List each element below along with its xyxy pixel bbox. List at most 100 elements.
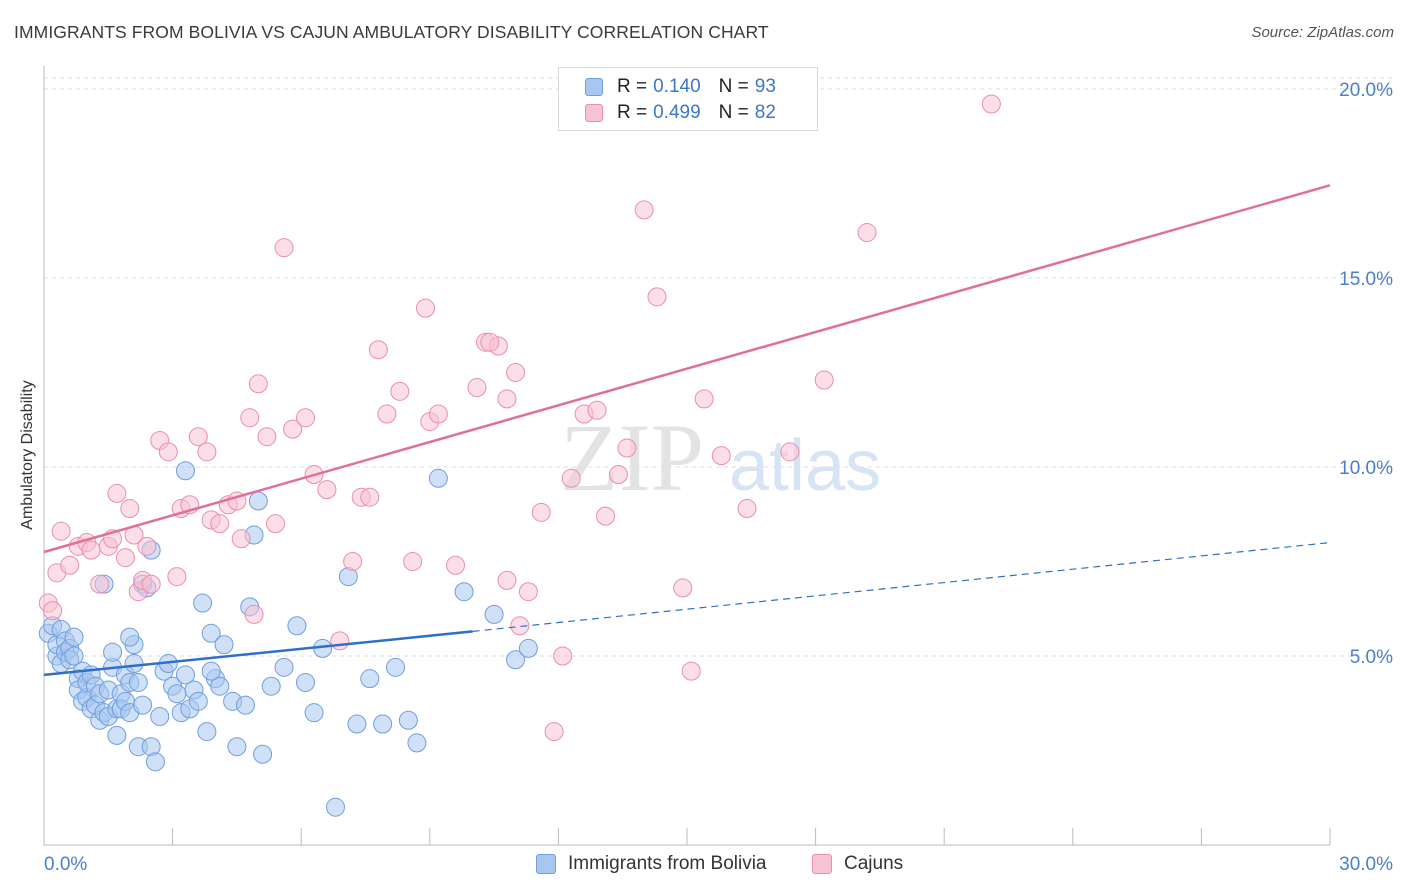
- point-cajuns-61: [553, 646, 573, 666]
- point-bolivia-76: [325, 797, 345, 817]
- point-cajuns-31: [240, 408, 260, 428]
- point-bolivia-59: [201, 623, 221, 643]
- chart-title: IMMIGRANTS FROM BOLIVIA VS CAJUN AMBULAT…: [14, 22, 769, 42]
- trend-line-bolivia-extension: [472, 541, 1331, 632]
- point-bolivia-41: [133, 695, 153, 715]
- point-cajuns-4: [60, 555, 80, 575]
- point-bolivia-65: [235, 695, 255, 715]
- series-cajuns-points: [38, 94, 1001, 742]
- trend-lines: [43, 184, 1331, 677]
- point-bolivia-46: [145, 752, 165, 772]
- point-cajuns-60: [544, 722, 564, 742]
- point-bolivia-47: [150, 706, 170, 726]
- point-bolivia-84: [428, 468, 448, 488]
- bottom-legend-bolivia: Immigrants from Bolivia: [536, 852, 767, 876]
- point-bolivia-79: [360, 669, 380, 689]
- bottom-legend-label-cajuns: Cajuns: [844, 853, 904, 874]
- y-tick-labels: 5.0% 10.0% 15.0% 20.0%: [1339, 80, 1393, 668]
- point-cajuns-20: [158, 442, 178, 462]
- bottom-legend-cajuns: Cajuns: [812, 852, 903, 876]
- point-bolivia-74: [304, 703, 324, 723]
- point-bolivia-69: [253, 744, 273, 764]
- point-cajuns-65: [596, 506, 616, 526]
- point-bolivia-83: [407, 733, 427, 753]
- point-cajuns-75: [780, 442, 800, 462]
- point-cajuns-67: [617, 438, 637, 458]
- point-bolivia-81: [386, 657, 406, 677]
- point-bolivia-28: [103, 642, 123, 662]
- point-cajuns-48: [403, 551, 423, 571]
- point-bolivia-11: [64, 627, 84, 647]
- point-bolivia-82: [398, 710, 418, 730]
- watermark-atlas: atlas: [729, 426, 881, 506]
- point-bolivia-64: [227, 737, 247, 757]
- trend-line-cajuns: [43, 184, 1331, 554]
- y-tick-label-3: 20.0%: [1339, 80, 1393, 101]
- source-label: Source: ZipAtlas.com: [1251, 24, 1394, 41]
- point-cajuns-13: [120, 499, 140, 519]
- point-cajuns-72: [694, 389, 714, 409]
- point-cajuns-59: [531, 502, 551, 522]
- point-cajuns-70: [673, 578, 693, 598]
- point-cajuns-47: [390, 381, 410, 401]
- point-cajuns-38: [295, 408, 315, 428]
- point-bolivia-58: [197, 722, 217, 742]
- point-cajuns-71: [681, 661, 701, 681]
- point-bolivia-37: [124, 654, 144, 674]
- point-cajuns-32: [244, 604, 264, 624]
- x-tick-label-min: 0.0%: [44, 854, 87, 875]
- y-tick-label-2: 15.0%: [1339, 269, 1393, 290]
- legend-swatch-cajuns: [585, 104, 603, 122]
- legend-swatch-bolivia: [585, 78, 603, 96]
- point-cajuns-40: [317, 480, 337, 500]
- legend-n-label: N =: [718, 102, 749, 123]
- x-tick-labels: 0.0% 30.0%: [44, 854, 1393, 875]
- point-cajuns-36: [274, 238, 294, 258]
- point-bolivia-39: [128, 672, 148, 692]
- legend-n-value: 82: [754, 102, 776, 123]
- point-bolivia-87: [506, 650, 526, 670]
- legend-r-value: 0.499: [653, 102, 701, 123]
- point-bolivia-71: [274, 657, 294, 677]
- point-cajuns-74: [737, 499, 757, 519]
- point-cajuns-12: [115, 548, 135, 568]
- point-cajuns-77: [857, 223, 877, 243]
- point-bolivia-80: [373, 714, 393, 734]
- axes: [43, 66, 1331, 846]
- point-bolivia-89: [175, 461, 195, 481]
- trend-line-bolivia: [43, 630, 473, 677]
- point-cajuns-11: [107, 483, 127, 503]
- point-cajuns-80: [497, 570, 517, 590]
- legend-r-label: R =: [617, 76, 648, 97]
- legend-r-label: R =: [617, 102, 648, 123]
- point-cajuns-35: [265, 514, 285, 534]
- point-bolivia-51: [167, 684, 187, 704]
- bottom-legend-label-bolivia: Immigrants from Bolivia: [568, 853, 767, 874]
- point-cajuns-73: [711, 446, 731, 466]
- point-cajuns-3: [51, 521, 71, 541]
- point-cajuns-41: [330, 631, 350, 651]
- legend-row-cajuns: R = 0.499 N = 82: [585, 102, 776, 124]
- point-bolivia-86: [484, 604, 504, 624]
- point-cajuns-69: [647, 287, 667, 307]
- point-bolivia-10: [64, 646, 84, 666]
- point-cajuns-42: [343, 551, 363, 571]
- bottom-swatch-cajuns: [812, 854, 832, 874]
- point-cajuns-79: [480, 332, 500, 352]
- point-cajuns-44: [360, 487, 380, 507]
- point-bolivia-90: [120, 627, 140, 647]
- point-cajuns-62: [561, 468, 581, 488]
- point-cajuns-33: [248, 374, 268, 394]
- point-bolivia-70: [261, 676, 281, 696]
- point-cajuns-37: [283, 419, 303, 439]
- point-cajuns-18: [141, 574, 161, 594]
- point-cajuns-76: [814, 370, 834, 390]
- point-cajuns-56: [497, 389, 517, 409]
- point-cajuns-27: [210, 514, 230, 534]
- point-cajuns-49: [416, 298, 436, 318]
- x-tick-label-max: 30.0%: [1339, 854, 1393, 875]
- point-cajuns-45: [368, 340, 388, 360]
- point-bolivia-62: [214, 635, 234, 655]
- point-bolivia-72: [287, 616, 307, 636]
